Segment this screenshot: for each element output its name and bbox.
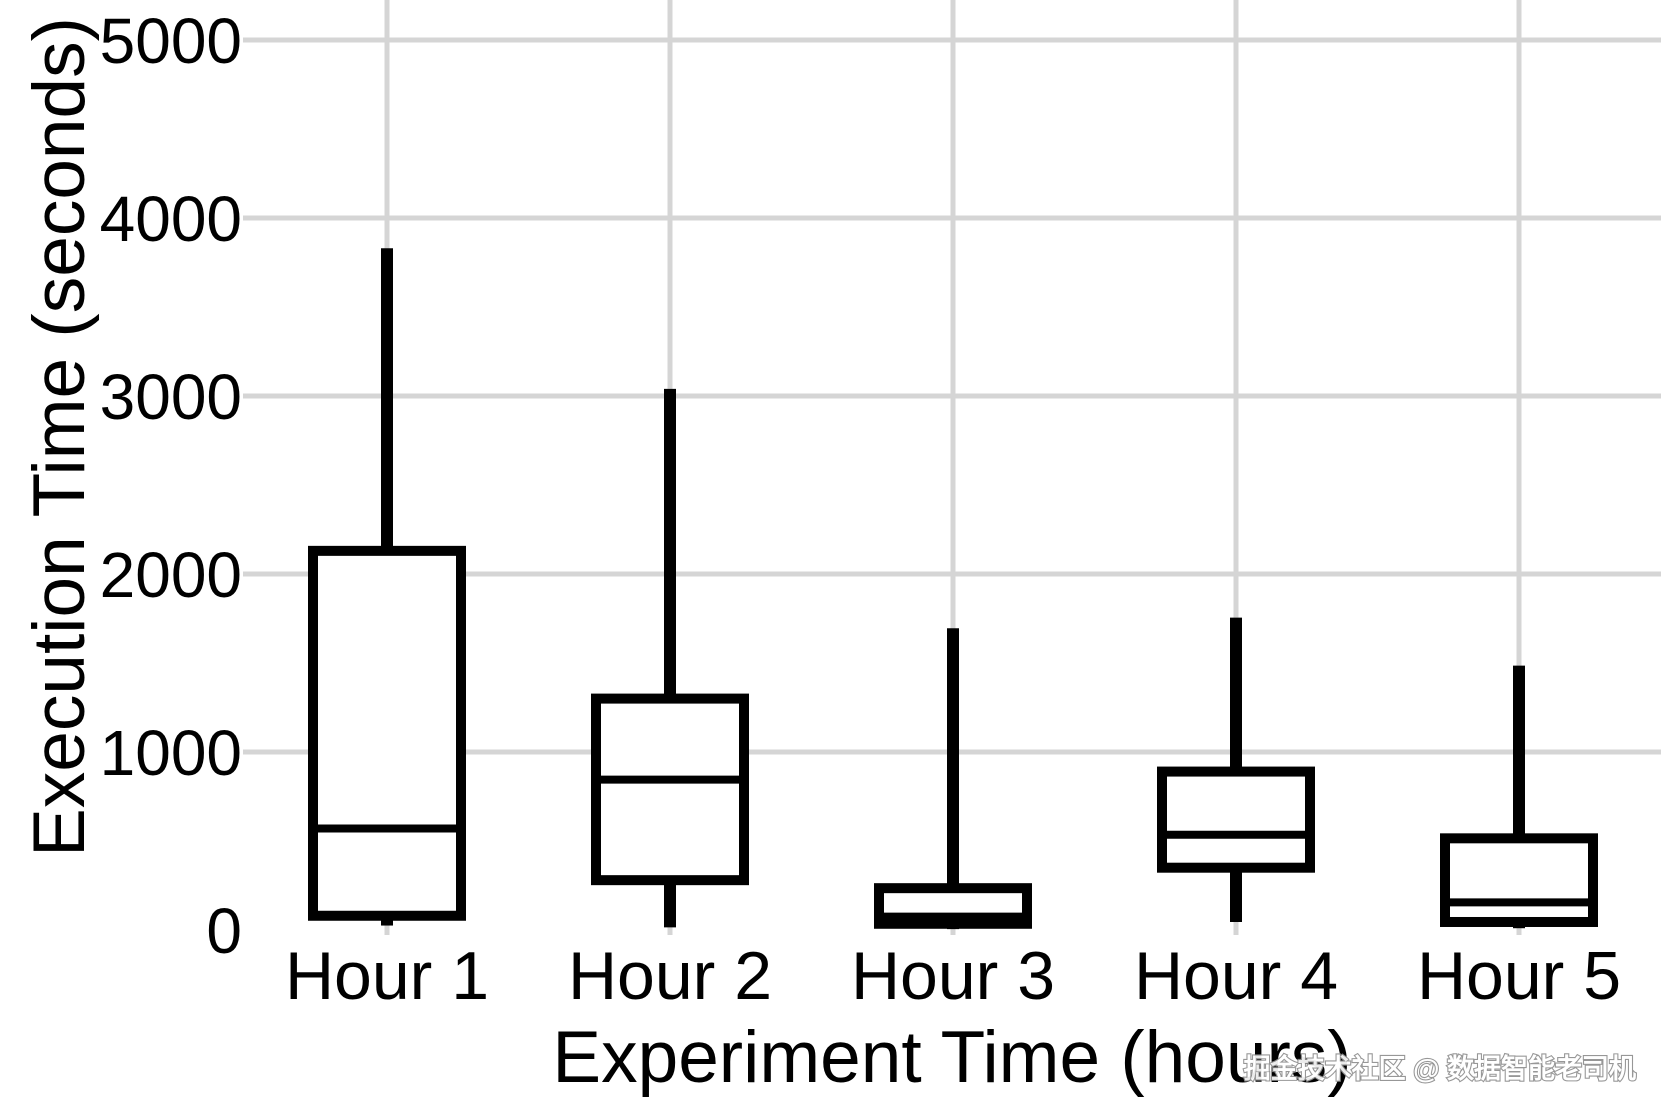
boxplot-1 [308, 248, 466, 926]
x-tick-labels: Hour 1 Hour 2 Hour 3 Hour 4 Hour 5 [285, 938, 1621, 1014]
y-tick-label: 5000 [100, 5, 242, 77]
x-tick-label: Hour 5 [1417, 938, 1621, 1014]
boxplot-3 [874, 628, 1032, 930]
boxplots [308, 248, 1598, 930]
y-tick-label: 3000 [100, 361, 242, 433]
iqr-box [308, 545, 466, 921]
iqr-box [1440, 833, 1598, 927]
y-tick-label: 2000 [100, 539, 242, 611]
y-axis-title: Execution Time (seconds) [19, 17, 100, 857]
iqr-box [1157, 766, 1315, 873]
y-tick-labels: 0 1000 2000 3000 4000 5000 [100, 5, 242, 967]
boxplot-2 [591, 388, 749, 928]
iqr-box [591, 693, 749, 886]
y-tick-label: 0 [206, 895, 242, 967]
x-tick-label: Hour 3 [851, 938, 1055, 1014]
x-tick-label: Hour 2 [568, 938, 772, 1014]
x-tick-label: Hour 4 [1134, 938, 1338, 1014]
boxplot-4 [1157, 617, 1315, 922]
x-tick-label: Hour 1 [285, 938, 489, 1014]
watermark: 掘金技术社区 @ 数据智能老司机 [1244, 1053, 1636, 1084]
x-axis-title: Experiment Time (hours) [552, 1017, 1351, 1098]
y-tick-label: 1000 [100, 717, 242, 789]
boxplot-5 [1440, 665, 1598, 929]
y-tick-label: 4000 [100, 183, 242, 255]
